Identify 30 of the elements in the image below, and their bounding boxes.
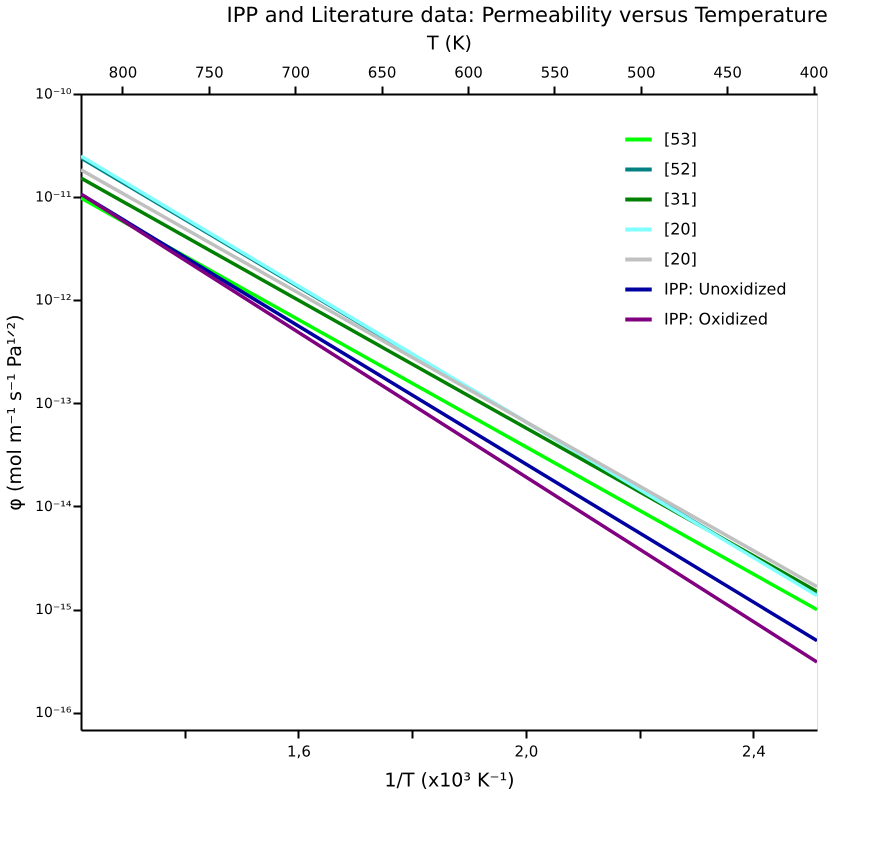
- x2-tick-label: 450: [713, 64, 742, 82]
- x-tick-label: 1,6: [287, 742, 311, 760]
- legend-label: [20]: [664, 250, 697, 268]
- y-tick-label: 10⁻¹¹: [35, 190, 72, 206]
- x2-tick-label: 750: [195, 64, 224, 82]
- legend-label: [31]: [664, 190, 697, 208]
- legend-label: IPP: Oxidized: [664, 310, 768, 328]
- x2-tick-label: 800: [108, 64, 138, 82]
- y-tick-label: 10⁻¹²: [35, 292, 72, 309]
- x-tick-label: 2,4: [742, 742, 766, 760]
- x-tick-label: 2,0: [514, 742, 538, 760]
- legend-label: IPP: Unoxidized: [664, 280, 787, 298]
- y-tick-label: 10⁻¹⁰: [35, 86, 72, 102]
- x2-tick-label: 700: [281, 64, 310, 82]
- legend-label: [52]: [664, 160, 697, 178]
- y-tick-label: 10⁻¹⁶: [35, 705, 72, 722]
- x2-tick-label: 400: [800, 64, 828, 82]
- legend-label: [53]: [664, 130, 697, 148]
- y-tick-label: 10⁻¹⁴: [35, 498, 72, 515]
- chart-title: IPP and Literature data: Permeability versus Temperature: [226, 3, 828, 27]
- y-tick-label: 10⁻¹³: [35, 396, 72, 412]
- y-tick-label: 10⁻¹⁵: [35, 602, 72, 618]
- x2-tick-label: 600: [454, 64, 483, 82]
- x2-tick-label: 500: [626, 64, 656, 82]
- x2-axis-title: T (K): [426, 32, 472, 54]
- x2-tick-label: 550: [540, 64, 570, 82]
- x-axis-title: 1/T (x10³ K⁻¹): [384, 770, 515, 792]
- y-axis-title: φ (mol m⁻¹ s⁻¹ Pa¹ᐟ²): [4, 314, 26, 511]
- legend-label: [20]: [664, 220, 697, 238]
- x2-tick-label: 650: [368, 64, 396, 82]
